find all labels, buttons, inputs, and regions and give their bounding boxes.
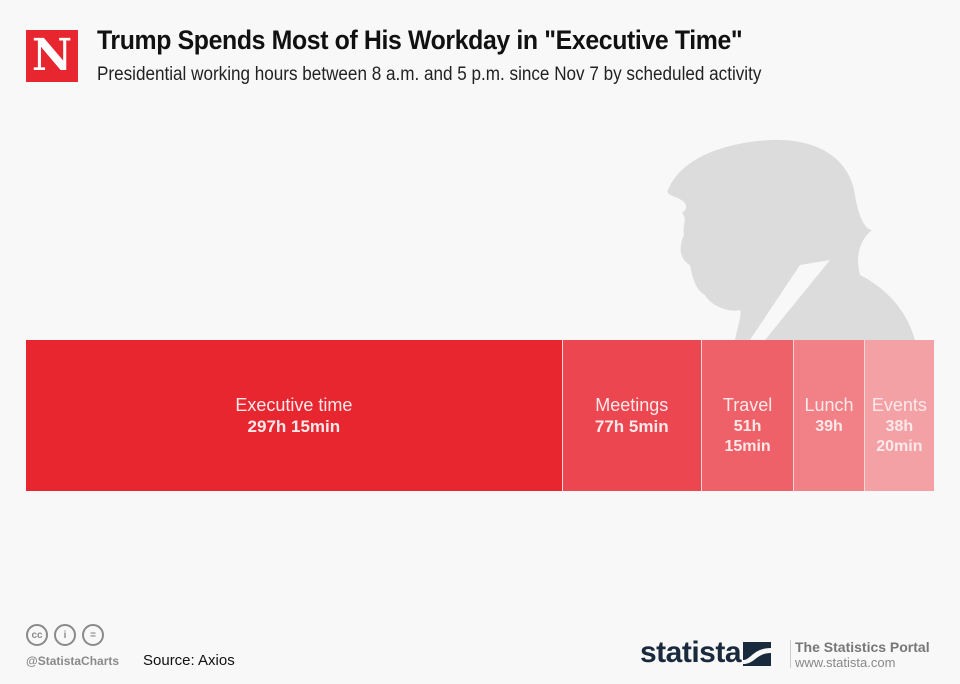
trump-silhouette-icon (667, 139, 915, 340)
cc-icon: cc (26, 624, 48, 646)
source-note: Source: Axios (143, 652, 235, 669)
segment-value: 77h 5min (594, 417, 669, 436)
bar-segment-meetings: Meetings 77h 5min (562, 340, 702, 491)
newsweek-logo: N (26, 30, 78, 82)
bar-segment-travel: Travel 51h 15min (701, 340, 795, 491)
bar-segment-events: Events 38h 20min (864, 340, 934, 491)
no-derivatives-icon: = (82, 624, 104, 646)
portal-title: The Statistics Portal (795, 639, 930, 655)
footer-divider (790, 640, 791, 668)
stacked-bar: Executive time 297h 15min Meetings 77h 5min… (26, 340, 934, 491)
portal-url[interactable]: www.statista.com (795, 655, 896, 670)
chart-subtitle: Presidential working hours between 8 a.m… (97, 64, 762, 85)
bar-segment-executive-time: Executive time 297h 15min (26, 340, 563, 491)
segment-label: Events (871, 395, 927, 415)
statista-mark-icon (743, 642, 771, 666)
segment-label: Travel (722, 395, 773, 415)
bar-segment-lunch: Lunch 39h (794, 340, 865, 491)
statista-logo[interactable]: statista (640, 636, 742, 669)
segment-value: 51h 15min (724, 418, 771, 455)
segment-label: Executive time (235, 395, 353, 415)
license-icons: cc i = (26, 624, 104, 646)
chart-title: Trump Spends Most of His Workday in "Exe… (97, 25, 743, 55)
segment-label: Lunch (804, 395, 854, 415)
logo-letter: N (31, 30, 73, 81)
segment-value: 39h (815, 418, 843, 435)
attribution-icon: i (54, 624, 76, 646)
segment-value: 297h 15min (247, 417, 341, 436)
statista-handle[interactable]: @StatistaCharts (26, 654, 120, 668)
segment-label: Meetings (595, 395, 669, 415)
segment-value: 38h 20min (876, 418, 923, 455)
